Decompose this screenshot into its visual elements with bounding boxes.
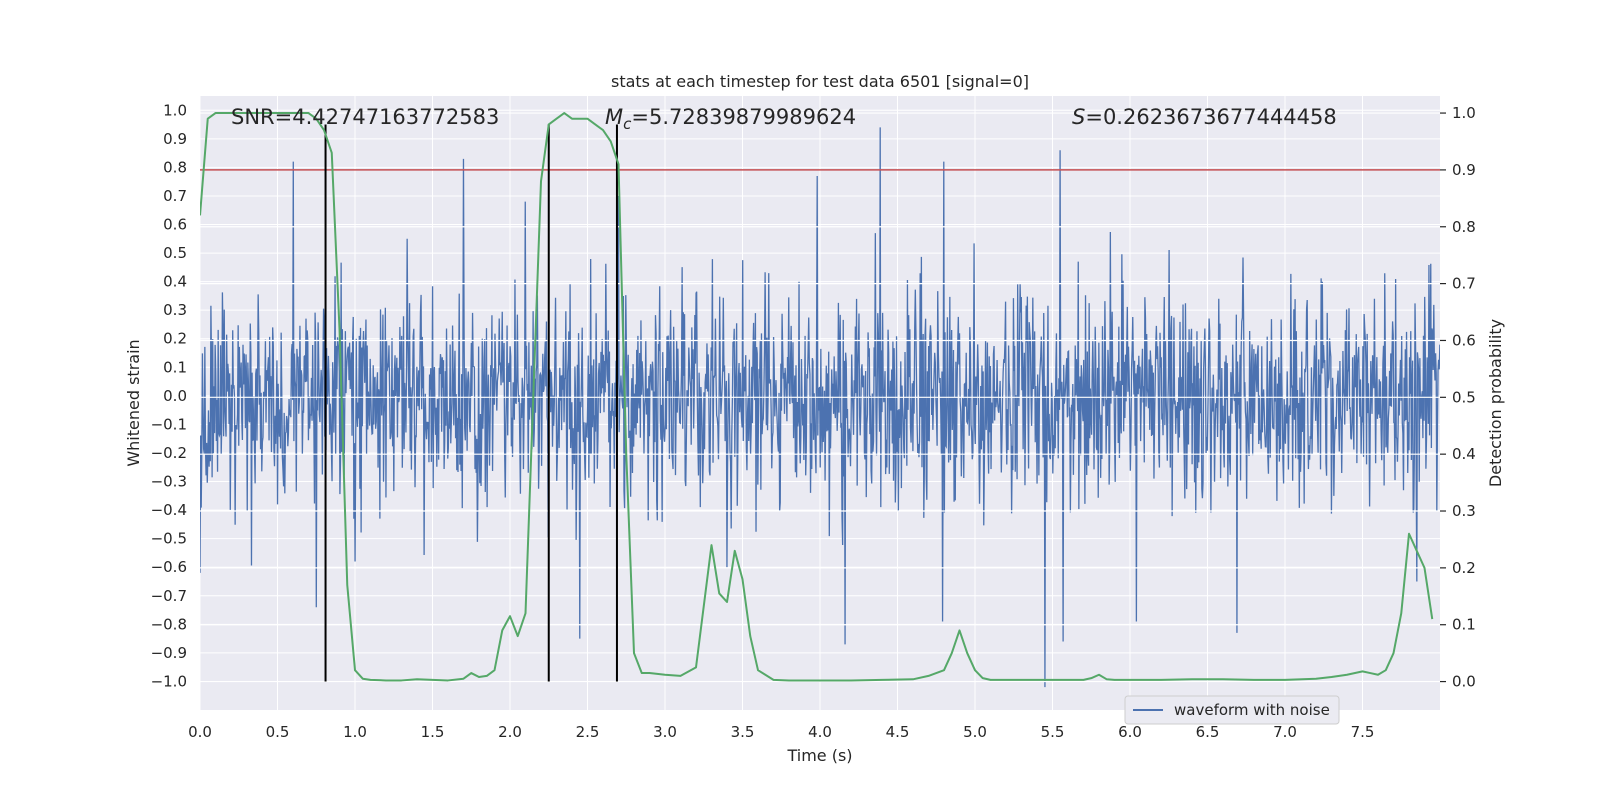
legend-label-waveform: waveform with noise <box>1174 701 1330 719</box>
chirp-mass-value: =5.72839879989624 <box>631 105 856 129</box>
y-right-tick-label-9: 0.1 <box>1452 616 1476 634</box>
x-tick-label-0: 0.0 <box>188 723 212 741</box>
x-tick-label-2: 1.0 <box>343 723 367 741</box>
y-left-tick-label-10: 0.0 <box>163 387 187 405</box>
y-right-tick-label-7: 0.3 <box>1452 502 1476 520</box>
x-tick-label-1: 0.5 <box>266 723 290 741</box>
y-left-tick-label-9: 0.1 <box>163 358 187 376</box>
y-left-tick-label-3: 0.7 <box>163 187 187 205</box>
y-right-axis-ticks: 1.0 0.9 0.8 0.7 0.6 0.5 0.4 0.3 0.2 0.1 0.0 <box>1440 104 1476 691</box>
y-left-tick-label-12: −0.2 <box>151 444 187 462</box>
vertical-marker-lines <box>324 124 618 682</box>
chirp-mass-symbol: M <box>605 105 623 129</box>
x-tick-label-13: 6.5 <box>1196 723 1220 741</box>
waveform-line <box>200 127 1440 688</box>
x-tick-label-8: 4.0 <box>808 723 832 741</box>
y-right-tick-label-6: 0.4 <box>1452 445 1476 463</box>
chart-title: stats at each timestep for test data 650… <box>611 72 1029 91</box>
y-right-tick-label-0: 1.0 <box>1452 104 1476 122</box>
y-right-tick-label-4: 0.6 <box>1452 331 1476 349</box>
y-left-tick-label-13: −0.3 <box>151 473 187 491</box>
y-left-tick-label-7: 0.3 <box>163 301 187 319</box>
x-axis-label: Time (s) <box>786 746 852 765</box>
x-tick-label-15: 7.5 <box>1351 723 1375 741</box>
y-right-tick-label-2: 0.8 <box>1452 218 1476 236</box>
y-right-tick-label-8: 0.2 <box>1452 559 1476 577</box>
y-left-tick-label-6: 0.4 <box>163 273 187 291</box>
x-tick-label-3: 1.5 <box>421 723 445 741</box>
snr-annotation: SNR=4.42747163772583 <box>231 105 499 129</box>
s-value: =0.2623673677444458 <box>1085 105 1336 129</box>
chirp-mass-subscript: c <box>623 115 632 133</box>
y-left-tick-label-5: 0.5 <box>163 244 187 262</box>
legend-box <box>1124 695 1340 725</box>
y-left-tick-label-20: −1.0 <box>151 672 187 690</box>
s-symbol: S <box>1072 105 1085 129</box>
x-axis-ticks: 0.0 0.5 1.0 1.5 2.0 2.5 3.0 3.5 4.0 4.5 5.0 5.5 6.0 6… <box>188 723 1374 741</box>
threshold-layer <box>200 112 1440 683</box>
y-left-tick-label-14: −0.4 <box>151 501 187 519</box>
y-left-tick-label-0: 1.0 <box>163 101 187 119</box>
y-right-tick-label-10: 0.0 <box>1452 673 1476 691</box>
y-right-axis-label: Detection probability <box>1486 319 1505 487</box>
x-tick-label-11: 5.5 <box>1041 723 1065 741</box>
y-left-tick-label-4: 0.6 <box>163 216 187 234</box>
x-tick-label-7: 3.5 <box>731 723 755 741</box>
y-left-axis-ticks: 1.0 0.9 0.8 0.7 0.6 0.5 0.4 0.3 0.2 0.1 0.0 −0.1 −0.… <box>151 101 187 690</box>
chirp-mass-annotation: Mc=5.72839879989624 <box>605 105 856 133</box>
y-left-axis-label: Whitened strain <box>124 339 143 466</box>
detection-probability-line <box>200 112 1434 682</box>
y-left-tick-label-11: −0.1 <box>151 415 187 433</box>
y-left-tick-label-19: −0.9 <box>151 644 187 662</box>
s-annotation: S=0.2623673677444458 <box>1072 105 1337 129</box>
y-left-tick-label-15: −0.5 <box>151 530 187 548</box>
waveform-series <box>200 127 1440 688</box>
x-tick-label-9: 4.5 <box>886 723 910 741</box>
y-left-tick-label-16: −0.6 <box>151 558 187 576</box>
y-right-tick-label-1: 0.9 <box>1452 161 1476 179</box>
y-left-tick-label-2: 0.8 <box>163 158 187 176</box>
x-tick-label-5: 2.5 <box>576 723 600 741</box>
x-tick-label-14: 7.0 <box>1273 723 1297 741</box>
legend: waveform with noise <box>1124 695 1340 725</box>
x-tick-label-12: 6.0 <box>1118 723 1142 741</box>
y-left-tick-label-1: 0.9 <box>163 130 187 148</box>
x-tick-label-10: 5.0 <box>963 723 987 741</box>
x-tick-label-6: 3.0 <box>653 723 677 741</box>
x-tick-label-4: 2.0 <box>498 723 522 741</box>
y-left-tick-label-18: −0.8 <box>151 615 187 633</box>
detection-probability-series <box>200 112 1434 682</box>
y-right-tick-label-5: 0.5 <box>1452 388 1476 406</box>
y-right-tick-label-3: 0.7 <box>1452 275 1476 293</box>
y-left-tick-label-17: −0.7 <box>151 587 187 605</box>
y-left-tick-label-8: 0.2 <box>163 330 187 348</box>
